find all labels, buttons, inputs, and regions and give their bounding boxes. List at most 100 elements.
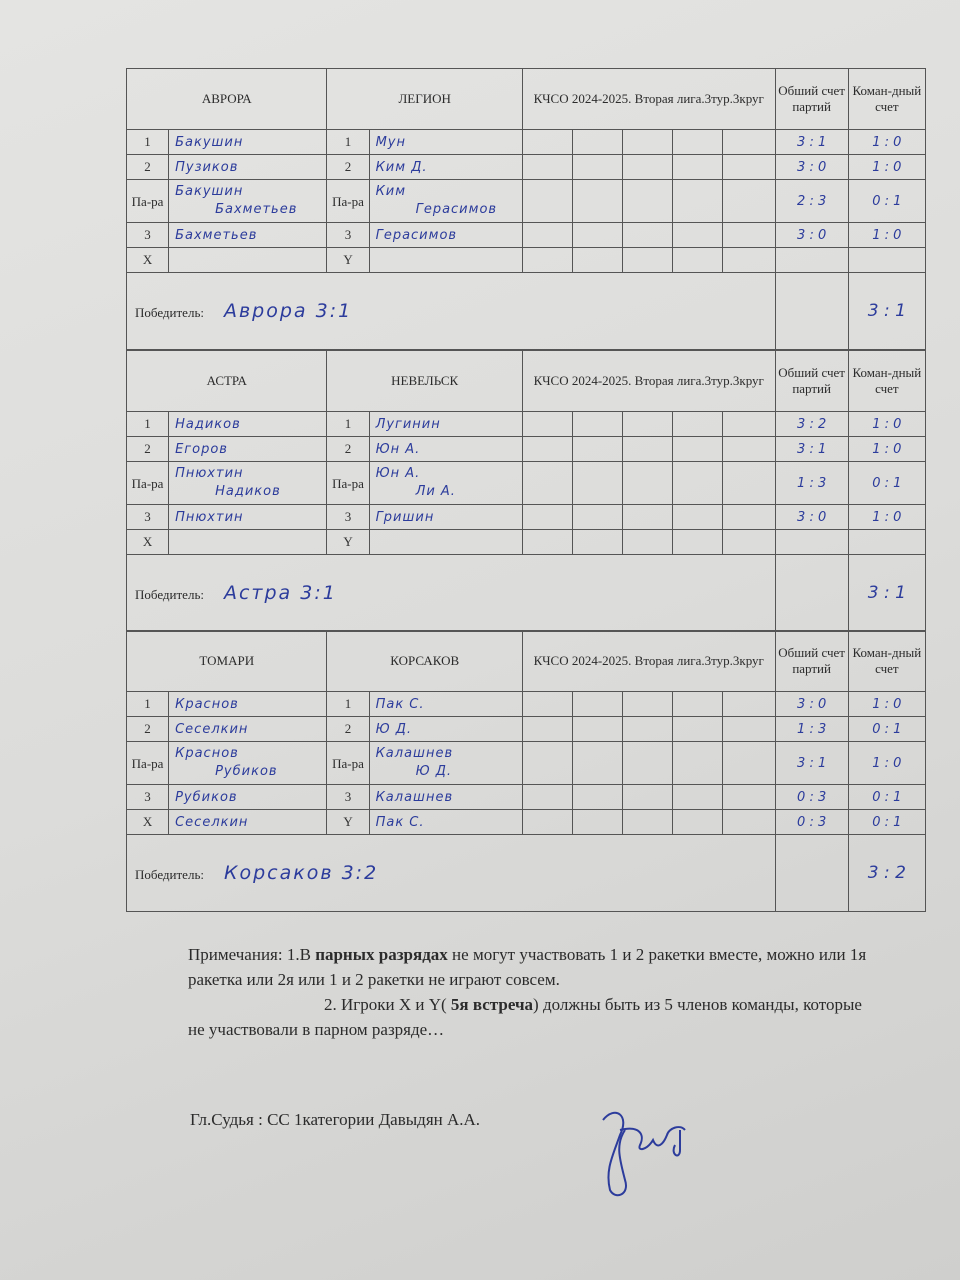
position-a: 3 — [125, 222, 170, 248]
game-cell — [572, 741, 624, 785]
team-score: 1 : 0 — [847, 154, 927, 180]
notes-text: 2. Игроки X и Y( — [324, 995, 451, 1014]
player-name: Бакушин — [175, 184, 244, 199]
team-score: 0 : 1 — [847, 784, 927, 810]
winner-label: Победитель: — [135, 305, 204, 320]
chief-judge: Гл.Судья : СС 1категории Давыдян А.А. — [190, 1110, 481, 1129]
game-cell — [622, 504, 674, 530]
position-a: 3 — [125, 784, 170, 810]
pair-a: Бакушин Бахметьев — [168, 179, 328, 223]
game-cell — [722, 129, 776, 155]
pair-a: Пнюхтин Надиков — [168, 461, 328, 505]
position-b: Y — [326, 247, 370, 273]
position-b: Y — [326, 809, 370, 835]
pair-b: Калашнев Ю Д. — [368, 741, 523, 785]
winner-row: Победитель: Астра 3:1 — [126, 554, 776, 632]
player-name: Ю Д. — [415, 764, 453, 779]
game-cell — [572, 809, 624, 835]
winner-value: Аврора 3:1 — [223, 300, 353, 322]
notes-text: не могут участвовать 1 и 2 ракетки вмест… — [188, 945, 867, 989]
game-cell — [672, 222, 724, 248]
final-score: 3 : 2 — [847, 834, 927, 912]
game-cell — [672, 247, 724, 273]
game-cell — [722, 529, 776, 555]
game-cell — [672, 154, 724, 180]
team-a-name: АВРОРА — [125, 68, 328, 130]
pair-a: Краснов Рубиков — [168, 741, 328, 785]
game-cell — [572, 784, 624, 810]
player-b — [368, 247, 523, 273]
game-cell — [521, 809, 574, 835]
game-cell — [521, 691, 574, 717]
game-cell — [572, 179, 624, 223]
notes-text: Примечания: 1.В — [188, 945, 316, 964]
player-name: Надиков — [215, 484, 281, 499]
game-cell — [622, 179, 674, 223]
position-b: 1 — [326, 691, 370, 717]
player-a: Краснов — [168, 691, 328, 717]
game-cell — [622, 529, 674, 555]
game-cell — [722, 716, 776, 742]
position-b: 1 — [326, 411, 370, 437]
game-cell — [622, 691, 674, 717]
position-a: 2 — [125, 436, 170, 462]
pair-b: Юн А. Ли А. — [368, 461, 523, 505]
player-b: Герасимов — [368, 222, 523, 248]
pair-b: Ким Герасимов — [368, 179, 523, 223]
position-b: 3 — [326, 504, 370, 530]
game-cell — [672, 179, 724, 223]
game-cell — [622, 809, 674, 835]
game-cell — [521, 504, 574, 530]
player-a: Сеселкин — [168, 809, 328, 835]
game-cell — [521, 129, 574, 155]
sets-score — [774, 529, 849, 555]
game-cell — [572, 222, 624, 248]
game-cell — [572, 716, 624, 742]
pair-label: Па-ра — [326, 179, 370, 223]
position-b: Y — [326, 529, 370, 555]
player-a: Сеселкин — [168, 716, 328, 742]
position-a: 2 — [125, 154, 170, 180]
position-a: 1 — [125, 411, 170, 437]
player-a — [168, 247, 328, 273]
game-cell — [722, 691, 776, 717]
pair-label: Па-ра — [125, 179, 170, 223]
final-score: 3 : 1 — [847, 554, 927, 632]
team-score: 1 : 0 — [847, 411, 927, 437]
team-score: 1 : 0 — [847, 741, 927, 785]
game-cell — [521, 716, 574, 742]
player-name: Краснов — [175, 746, 239, 761]
player-b: Калашнев — [368, 784, 523, 810]
notes: Примечания: 1.В парных разрядах не могут… — [188, 942, 868, 1042]
player-name: Юн А. — [375, 466, 421, 481]
player-a: Бакушин — [168, 129, 328, 155]
pair-label: Па-ра — [326, 741, 370, 785]
player-a: Рубиков — [168, 784, 328, 810]
sets-score: 1 : 3 — [774, 461, 849, 505]
match-table: АСТРА НЕВЕЛЬСК КЧСО 2024-2025. Вторая лига… — [125, 350, 927, 632]
team-score: 1 : 0 — [847, 504, 927, 530]
position-b: 1 — [326, 129, 370, 155]
sets-score: 3 : 1 — [774, 436, 849, 462]
sets-score: 3 : 0 — [774, 154, 849, 180]
pair-label: Па-ра — [125, 461, 170, 505]
team-b-name: КОРСАКОВ — [326, 630, 523, 692]
team-score: 0 : 1 — [847, 809, 927, 835]
game-cell — [672, 411, 724, 437]
position-b: 3 — [326, 784, 370, 810]
winner-sets-cell — [774, 834, 849, 912]
game-cell — [521, 529, 574, 555]
pair-label: Па-ра — [125, 741, 170, 785]
position-a: X — [125, 809, 170, 835]
sets-score: 0 : 3 — [774, 784, 849, 810]
team-score: 0 : 1 — [847, 716, 927, 742]
game-cell — [622, 716, 674, 742]
player-b — [368, 529, 523, 555]
team-score: 1 : 0 — [847, 222, 927, 248]
player-b: Ю Д. — [368, 716, 523, 742]
